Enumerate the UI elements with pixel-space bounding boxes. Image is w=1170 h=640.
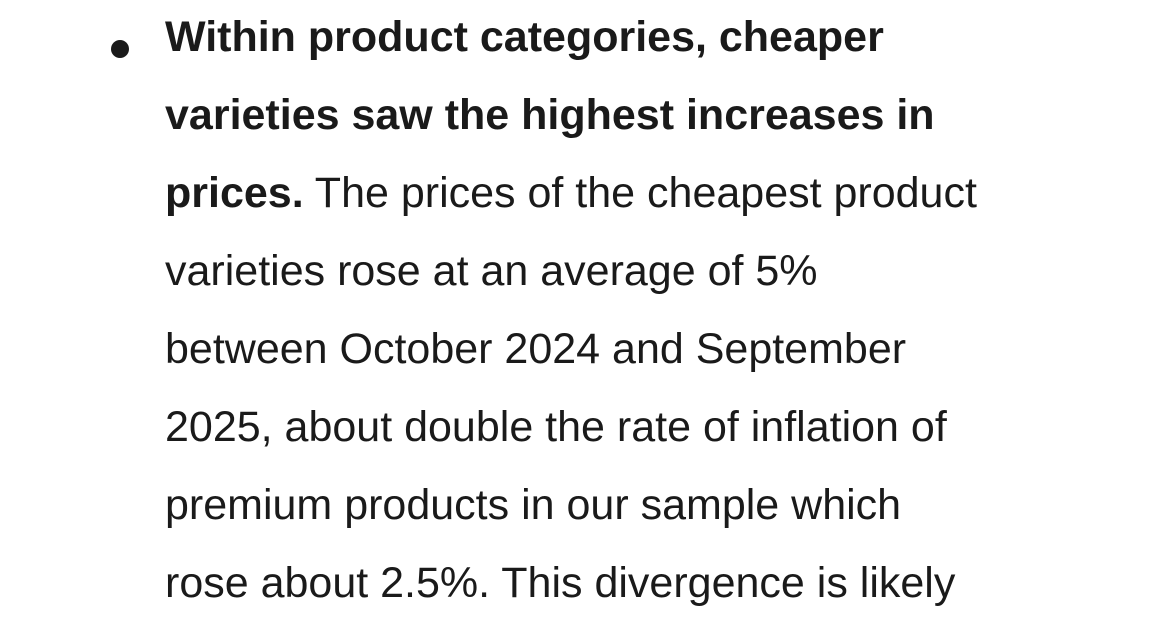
bullet-marker <box>111 40 129 58</box>
bold-heading: Within product categories, cheaper <box>165 13 884 61</box>
text-line: varieties saw the highest increases in <box>165 76 977 154</box>
text-line: 2025, about double the rate of inflation… <box>165 403 947 451</box>
text-line: prices. The prices of the cheapest produ… <box>165 154 977 232</box>
text-line: rose about 2.5%. This divergence is like… <box>165 559 956 607</box>
bold-heading: varieties saw the highest increases in <box>165 91 935 139</box>
bold-heading: prices. <box>165 169 304 217</box>
text-line: between October 2024 and September <box>165 325 907 373</box>
text-line: varieties rose at an average of 5% <box>165 247 818 295</box>
text-line: premium products in our sample which <box>165 481 902 529</box>
bullet-text: Within product categories, cheaper varie… <box>165 0 977 622</box>
body-text: The prices of the cheapest product <box>303 169 977 217</box>
text-line: Within product categories, cheaper <box>165 0 977 76</box>
